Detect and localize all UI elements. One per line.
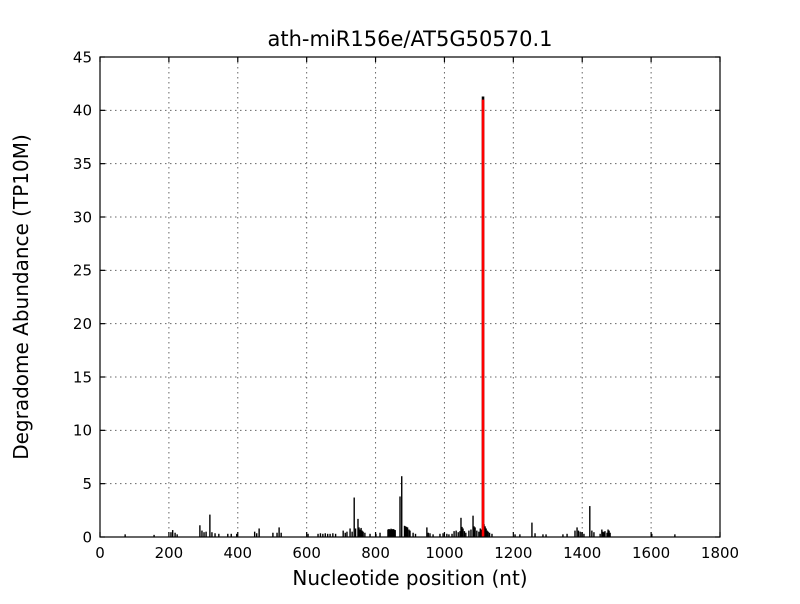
x-axis-label: Nucleotide position (nt): [292, 566, 527, 590]
x-tick-label: 1200: [494, 544, 532, 562]
x-tick-label: 1600: [632, 544, 670, 562]
x-tick-label: 1000: [425, 544, 463, 562]
tick-labels: 0 200 400 600 800 1000 1200 1400 1600 1800 0 5 10 15 2…: [73, 48, 739, 562]
tick-marks: [99, 56, 721, 538]
y-tick-label: 0: [82, 528, 92, 546]
y-tick-label: 35: [73, 155, 92, 173]
y-tick-label: 45: [73, 48, 92, 66]
plot-frame: [99, 56, 721, 538]
x-tick-label: 1400: [563, 544, 601, 562]
data-stems: [124, 96, 676, 537]
chart-title: ath-miR156e/AT5G50570.1: [268, 27, 553, 51]
y-tick-label: 10: [73, 422, 92, 440]
y-tick-label: 20: [73, 315, 92, 333]
x-tick-label: 200: [155, 544, 184, 562]
gridlines: [100, 57, 720, 537]
y-tick-label: 5: [82, 475, 92, 493]
x-tick-label: 800: [361, 544, 390, 562]
y-tick-label: 40: [73, 102, 92, 120]
x-tick-label: 1800: [701, 544, 739, 562]
y-tick-label: 25: [73, 262, 92, 280]
y-tick-label: 15: [73, 368, 92, 386]
y-tick-label: 30: [73, 208, 92, 226]
x-tick-label: 600: [292, 544, 321, 562]
x-tick-label: 400: [223, 544, 252, 562]
y-axis-label: Degradome Abundance (TP10M): [9, 134, 33, 460]
x-tick-label: 0: [95, 544, 105, 562]
